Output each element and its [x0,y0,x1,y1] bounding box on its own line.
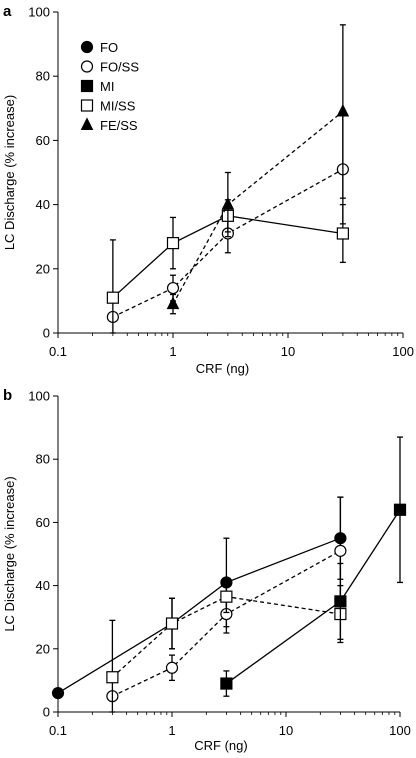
panel-letter: b [3,387,12,404]
legend-label: MI/SS [100,99,136,114]
y-tick-label: 100 [28,389,50,404]
series-line-fe-ss [172,111,344,305]
y-tick-label: 0 [43,326,50,341]
data-point-mi [220,677,233,690]
series-line-fo [57,537,341,694]
x-tick-label: 10 [281,344,295,359]
y-tick-label: 60 [36,515,50,530]
series-line-mi-ss [111,595,341,678]
chart-panel-a: a 0 20 40 60 80 100 0.1 1 10 100 CRF (ng) LC Dischar… [2,3,414,376]
series-line-fo-ss [112,168,344,318]
y-tick-label: 80 [36,69,50,84]
y-tick-label: 20 [36,261,50,276]
legend-marker-mi [80,79,94,93]
data-point-mi-ss [220,590,233,603]
data-point-mi-ss [106,671,119,684]
y-tick-label: 0 [43,705,50,720]
chart-panel-b: b 0 20 40 60 80 100 0.1 1 10 100 CRF (ng) LC Dischar… [2,387,411,753]
x-axis-title: CRF (ng) [194,738,247,753]
series-line-mi [226,509,401,685]
data-point-fo-ss [165,661,179,674]
data-point-fo-ss [334,544,347,557]
legend-label: MI [100,79,114,94]
data-point-fe-ss [336,103,350,117]
data-point-fe-ss [166,296,180,310]
y-tick-label: 100 [28,5,50,20]
legend-label: FO/SS [100,60,139,75]
data-point-fo [51,686,65,700]
x-tick-label: 100 [389,723,411,738]
data-point-mi-ss [336,227,349,240]
panel-letter: a [3,3,12,20]
legend-marker-fe-ss [80,117,94,130]
legend-marker-mi-ss [80,99,94,112]
data-point-mi-ss [106,291,119,304]
x-tick-label: 100 [392,344,414,359]
legend-label: FO [100,40,118,55]
y-axis-title: LC Discharge (% increase) [2,476,17,631]
legend-marker-fo-ss [80,60,94,73]
legend-label: FE/SS [100,118,138,133]
data-point-fo-ss [166,281,180,295]
y-tick-label: 40 [36,578,50,593]
y-tick-label: 20 [36,641,50,656]
y-tick-label: 80 [36,452,50,467]
x-tick-label: 0.1 [49,723,67,738]
series-line-mi-ss [112,215,343,299]
y-tick-label: 40 [36,197,50,212]
y-axis-title: LC Discharge (% increase) [2,95,17,250]
legend: FO FO/SS MI MI/SS FE/SS [80,40,139,133]
x-tick-label: 1 [168,723,175,738]
data-point-mi [334,595,347,608]
x-tick-label: 10 [279,723,293,738]
data-point-fe-ss [221,196,235,210]
x-tick-label: 1 [169,344,176,359]
x-tick-label: 0.1 [49,344,67,359]
x-axis-title: CRF (ng) [196,361,249,376]
legend-marker-fo [80,40,94,54]
data-point-mi-ss [166,237,180,250]
data-point-mi [393,503,407,516]
y-tick-label: 60 [36,133,50,148]
data-point-mi-ss [165,617,179,630]
